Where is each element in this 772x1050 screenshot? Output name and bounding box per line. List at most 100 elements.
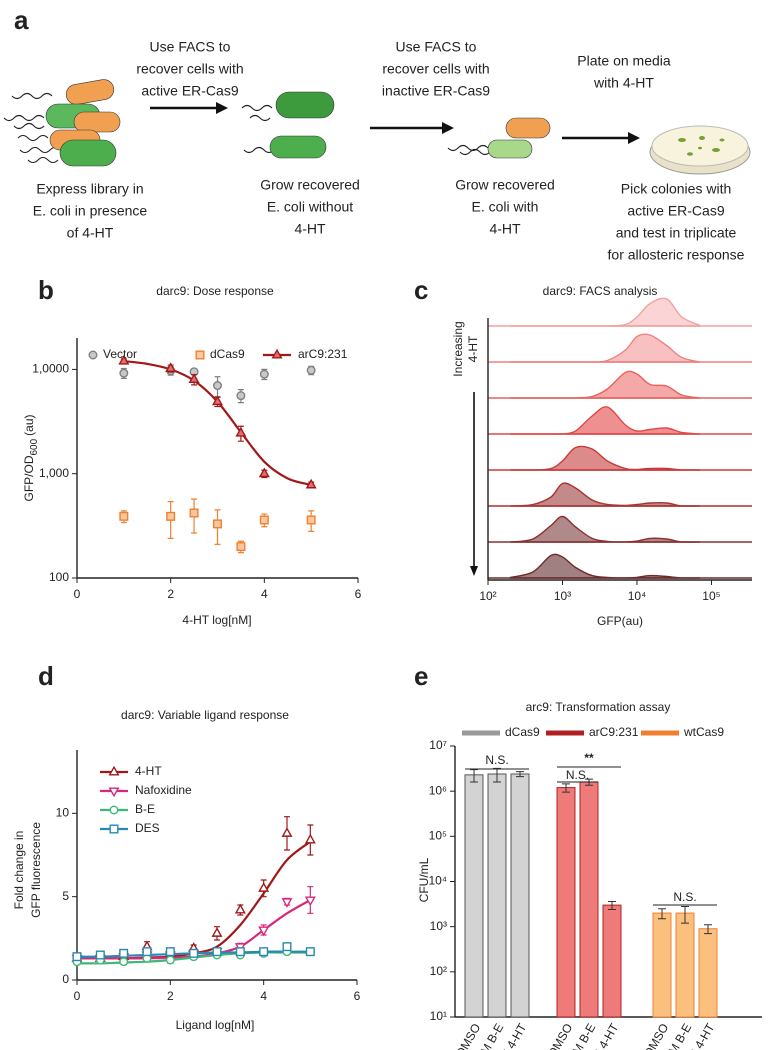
x-axis-label: GFP(au)	[597, 614, 643, 628]
marker	[212, 381, 222, 391]
significance-label: N.S.	[673, 890, 696, 904]
marker	[189, 948, 199, 958]
x-tick-label: 10³	[554, 589, 571, 603]
arrow-label: Plate on media	[577, 53, 671, 69]
arrow-label: recover cells with	[382, 61, 489, 77]
marker	[88, 350, 98, 360]
fit-line	[77, 840, 312, 960]
marker	[211, 395, 224, 406]
legend-label: Nafoxidine	[135, 783, 192, 797]
marker	[281, 827, 293, 837]
step-caption: E. coli in presence	[33, 203, 148, 219]
x-tick-label: 6	[354, 989, 361, 1003]
bar	[675, 912, 695, 1018]
arrow-label: Use FACS to	[150, 39, 231, 55]
y-tick-label: 10³	[430, 919, 447, 933]
marker	[282, 942, 292, 952]
arrow-label: Use FACS to	[396, 39, 477, 55]
step-caption: Grow recovered	[455, 177, 555, 193]
y-tick-label: 10²	[430, 964, 447, 978]
marker	[212, 519, 222, 529]
x-tick-label: 10²	[479, 589, 496, 603]
x-tick-label: DMSO	[641, 1021, 671, 1050]
histogram	[510, 482, 700, 507]
annotation-arrowhead	[470, 566, 478, 576]
y-tick-label: 0	[62, 972, 69, 986]
histogram	[509, 553, 700, 579]
marker	[259, 515, 269, 525]
y-tick-label: 10⁶	[429, 783, 447, 797]
marker	[188, 373, 200, 384]
bar	[579, 781, 599, 1018]
y-axis-label: Fold change in	[12, 831, 26, 910]
chart-title: darc9: FACS analysis	[543, 284, 658, 298]
histogram	[510, 370, 701, 399]
marker	[236, 391, 246, 401]
marker	[234, 903, 246, 914]
cell-cluster	[241, 91, 335, 159]
chart-title: darc9: Variable ligand response	[121, 708, 289, 722]
marker	[95, 950, 105, 960]
y-tick-label: 10⁵	[429, 829, 447, 843]
step-caption: E. coli without	[267, 199, 353, 215]
marker	[142, 947, 152, 957]
x-tick-label: 2	[167, 989, 174, 1003]
cell-cluster	[3, 79, 121, 167]
x-tick-label: 6	[355, 587, 362, 601]
marker	[195, 350, 205, 360]
x-axis-label: 4-HT log[nM]	[182, 613, 251, 627]
legend-label: dCas9	[210, 347, 245, 361]
legend-label: wtCas9	[683, 725, 724, 739]
petri-dish	[649, 125, 751, 175]
marker	[235, 947, 245, 957]
legend-label: arC9:231	[589, 725, 639, 739]
marker	[304, 896, 316, 907]
y-tick-label: 1,0000	[32, 362, 69, 376]
marker	[119, 957, 129, 967]
y-axis-label-text: GFP/OD	[22, 455, 36, 501]
annotation: Increasing	[451, 321, 465, 376]
marker	[165, 362, 177, 373]
marker	[235, 426, 247, 437]
panel-label: b	[38, 275, 54, 305]
step-caption: and test in triplicate	[616, 225, 737, 241]
histogram	[510, 445, 700, 471]
bar	[602, 904, 622, 1018]
legend-label: dCas9	[505, 725, 540, 739]
arrow-label: inactive ER-Cas9	[382, 83, 490, 99]
marker	[108, 765, 120, 776]
error-bar	[658, 908, 666, 920]
y-tick-label: 5	[62, 889, 69, 903]
step-caption: of 4-HT	[67, 225, 114, 241]
legend-label: 4-HT	[135, 764, 162, 778]
marker	[258, 467, 270, 478]
marker	[258, 926, 270, 937]
marker	[236, 542, 246, 552]
x-tick-label: DMSO	[453, 1021, 483, 1050]
bar	[652, 912, 672, 1018]
marker	[306, 365, 316, 375]
bar	[510, 773, 530, 1018]
marker	[165, 947, 175, 957]
x-tick-label: 2	[167, 587, 174, 601]
histogram	[510, 515, 700, 543]
marker	[281, 898, 293, 908]
marker	[305, 478, 317, 489]
legend-label: Vector	[103, 347, 137, 361]
significance-label: N.S.	[566, 768, 589, 782]
marker	[119, 368, 129, 378]
marker	[108, 787, 120, 798]
x-tick-label: DMSO	[545, 1021, 575, 1050]
x-tick-label: 0	[74, 587, 81, 601]
y-tick-label: 10¹	[430, 1009, 447, 1023]
bar	[556, 787, 576, 1018]
panel-label: a	[14, 5, 29, 35]
arrow-label: active ER-Cas9	[141, 83, 238, 99]
error-bar	[681, 905, 689, 924]
step-caption: E. coli with	[472, 199, 539, 215]
legend-label: arC9:231	[298, 347, 348, 361]
arrow-label: recover cells with	[136, 61, 243, 77]
marker	[212, 947, 222, 957]
